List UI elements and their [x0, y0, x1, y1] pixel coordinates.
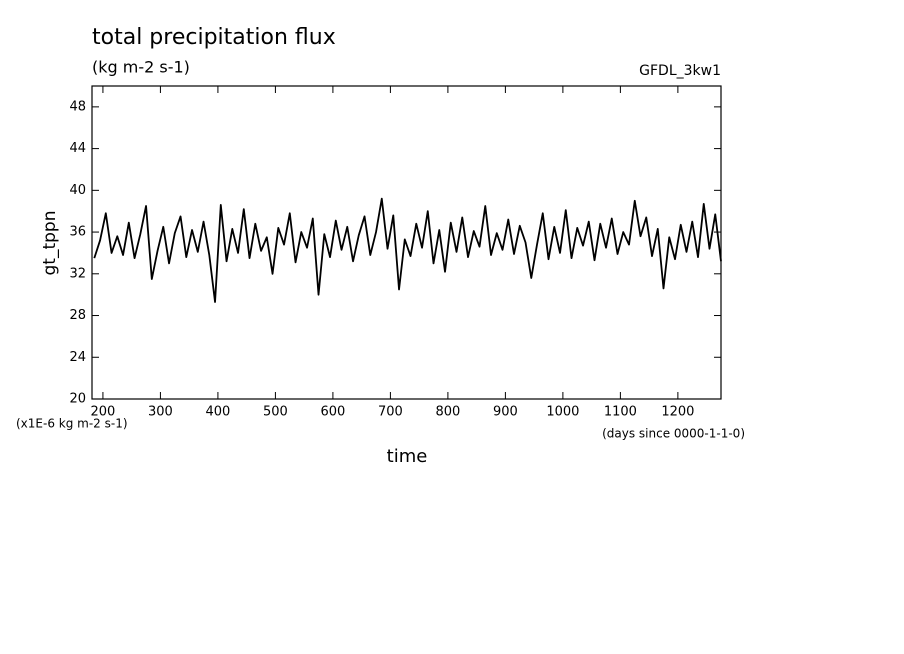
x-tick-label: 300: [148, 405, 173, 420]
x-tick-label: 800: [435, 405, 460, 420]
x-axis-label: time: [387, 446, 428, 467]
x-tick-label: 400: [206, 405, 231, 420]
y-tick-label: 40: [69, 183, 86, 198]
x-tick-label: 700: [378, 405, 403, 420]
y-axis-label: gt_tppn: [40, 211, 60, 276]
x-units: (days since 0000-1-1-0): [602, 427, 745, 441]
chart-subtitle: (kg m-2 s-1): [92, 58, 190, 77]
chart-title: total precipitation flux: [92, 25, 336, 50]
y-units: (x1E-6 kg m-2 s-1): [16, 417, 128, 431]
x-tick-label: 200: [91, 405, 116, 420]
x-tick-label: 1000: [546, 405, 579, 420]
x-tick-label: 1100: [604, 405, 637, 420]
y-tick-label: 32: [69, 266, 86, 281]
x-tick-label: 500: [263, 405, 288, 420]
y-tick-label: 20: [69, 392, 86, 407]
annotation: GFDL_3kw1: [639, 63, 721, 79]
y-tick-label: 36: [69, 225, 86, 240]
x-tick-label: 900: [493, 405, 518, 420]
plot-frame: [91, 85, 722, 400]
y-tick-label: 44: [69, 141, 86, 156]
x-tick-label: 600: [320, 405, 345, 420]
data-line: [93, 197, 722, 303]
y-tick-label: 28: [69, 308, 86, 323]
x-tick-label: 1200: [661, 405, 694, 420]
y-tick-label: 48: [69, 99, 86, 114]
y-tick-label: 24: [69, 350, 86, 365]
